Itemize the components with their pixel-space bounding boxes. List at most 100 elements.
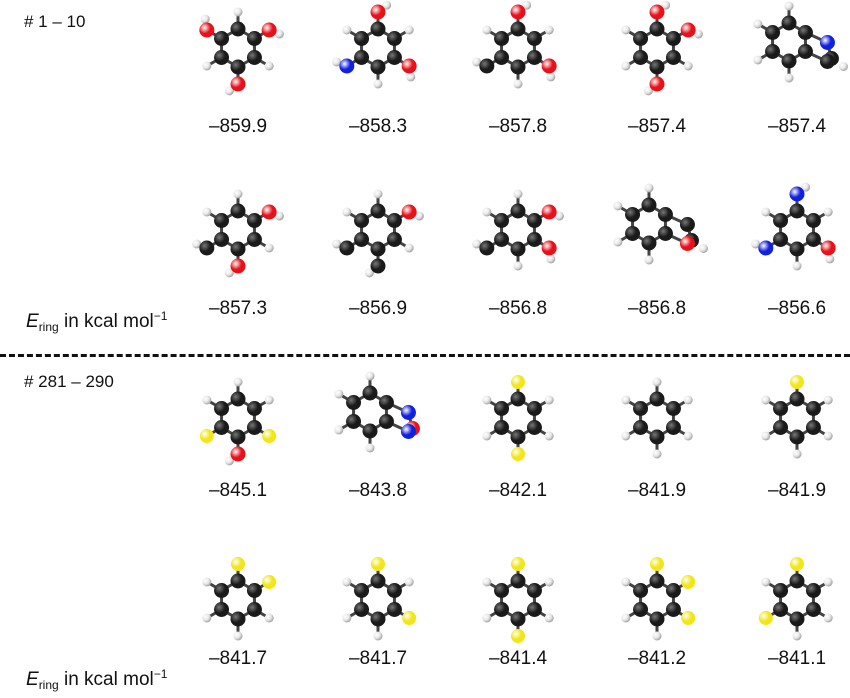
carbon-atom: [246, 213, 262, 228]
hydrogen-atom: [546, 254, 556, 264]
hydrogen-atom: [364, 268, 374, 278]
carbon-atom: [494, 420, 510, 435]
hydrogen-atom: [482, 431, 492, 441]
hydrogen-atom: [332, 239, 342, 249]
sulfur-atom: [758, 611, 773, 625]
section-divider: [0, 354, 850, 357]
hydrogen-atom: [482, 577, 492, 587]
carbon-atom: [665, 401, 681, 416]
sulfur-atom: [681, 611, 696, 625]
carbon-atom: [789, 611, 805, 627]
hydrogen-atom: [264, 395, 274, 405]
carbon-atom: [773, 232, 789, 247]
oxygen-atom: [261, 204, 277, 220]
carbon-atom: [370, 203, 386, 219]
oxygen-atom: [649, 76, 665, 92]
carbon-atom: [362, 385, 378, 401]
carbon-atom: [805, 420, 821, 435]
carbon-atom: [805, 401, 821, 416]
oxygen-atom: [820, 240, 836, 256]
carbon-atom: [781, 53, 797, 69]
hydrogen-atom: [643, 86, 653, 96]
hydrogen-atom: [792, 261, 802, 271]
hydrogen-atom: [761, 395, 771, 405]
carbon-atom: [494, 232, 510, 247]
energy-value: –841.7: [208, 648, 268, 669]
hydrogen-atom: [482, 395, 492, 405]
carbon-atom: [230, 391, 246, 407]
hydrogen-atom: [202, 61, 212, 71]
hydrogen-atom: [621, 61, 631, 71]
hydrogen-atom: [202, 395, 212, 405]
carbon-atom: [370, 21, 386, 37]
carbon-atom: [510, 611, 526, 627]
carbon-atom: [805, 232, 821, 247]
carbon-atom: [765, 25, 781, 40]
carbon-atom: [246, 401, 262, 416]
carbon-atom: [633, 50, 649, 65]
hydrogen-atom: [644, 183, 654, 193]
energy-symbol: E: [26, 311, 39, 332]
energy-value: –856.8: [488, 298, 548, 319]
energy-value: –841.9: [627, 480, 687, 501]
group-label-top: # 1 – 10: [24, 12, 86, 31]
carbon-atom: [230, 611, 246, 627]
carbon-atom: [386, 213, 402, 228]
sulfur-atom: [262, 429, 277, 443]
hydrogen-atom: [652, 631, 662, 641]
carbon-atom: [633, 31, 649, 46]
hydrogen-atom: [332, 57, 342, 67]
hydrogen-atom: [613, 201, 623, 211]
hydrogen-atom: [621, 25, 631, 35]
hydrogen-atom: [683, 395, 693, 405]
hydrogen-atom: [373, 79, 383, 89]
carbon-atom: [781, 15, 797, 31]
carbon-atom: [526, 213, 542, 228]
hydrogen-atom: [753, 19, 763, 29]
energy-value: –856.8: [627, 298, 687, 319]
carbon-atom: [797, 44, 813, 59]
hydrogen-atom: [546, 72, 556, 82]
carbon-atom: [378, 414, 394, 429]
carbon-atom: [526, 31, 542, 46]
energy-unit-text: in kcal mol: [58, 669, 154, 690]
hydrogen-atom: [365, 371, 375, 381]
hydrogen-atom: [233, 377, 243, 387]
carbon-atom: [657, 226, 673, 241]
energy-value: –842.1: [488, 480, 548, 501]
carbon-atom: [370, 573, 386, 589]
sulfur-atom: [511, 557, 525, 571]
hydrogen-atom: [373, 631, 383, 641]
hydrogen-atom: [513, 189, 523, 199]
hydrogen-atom: [202, 207, 212, 217]
carbon-atom: [789, 203, 805, 219]
hydrogen-atom: [544, 613, 554, 623]
hydrogen-atom: [404, 243, 414, 253]
carbon-atom: [346, 414, 362, 429]
carbon-atom: [246, 31, 262, 46]
hydrogen-atom: [482, 207, 492, 217]
carbon-atom: [665, 50, 681, 65]
hydrogen-atom: [200, 14, 210, 24]
oxygen-atom: [510, 4, 526, 20]
carbon-atom: [494, 50, 510, 65]
carbon-atom: [789, 391, 805, 407]
carbon-atom: [633, 583, 649, 598]
sulfur-atom: [199, 429, 214, 443]
carbon-atom: [633, 420, 649, 435]
energy-value: –841.9: [767, 480, 827, 501]
hydrogen-atom: [652, 377, 662, 387]
carbon-atom: [354, 583, 370, 598]
energy-value: –857.3: [208, 298, 268, 319]
group-label-bottom: # 281 – 290: [24, 372, 114, 391]
hydrogen-atom: [792, 449, 802, 459]
energy-unit-superscript: −1: [153, 667, 168, 681]
carbon-atom: [773, 401, 789, 416]
hydrogen-atom: [274, 211, 284, 221]
carbon-atom: [386, 232, 402, 247]
hydrogen-atom: [513, 261, 523, 271]
carbon-atom: [354, 31, 370, 46]
hydrogen-atom: [823, 577, 833, 587]
hydrogen-atom: [621, 395, 631, 405]
hydrogen-atom: [342, 613, 352, 623]
